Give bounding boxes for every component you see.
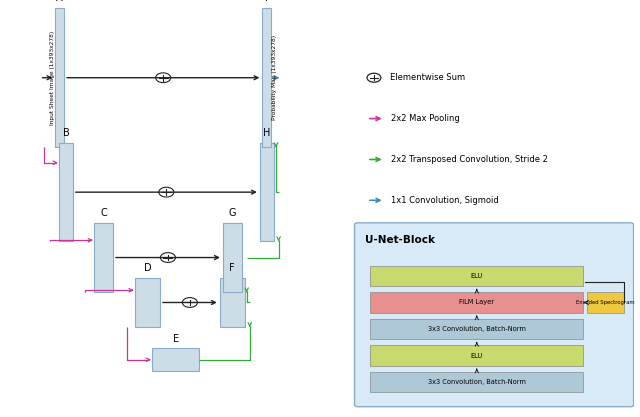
Text: I: I	[265, 0, 268, 3]
Text: E: E	[173, 334, 179, 344]
Text: 3x3 Convolution, Batch-Norm: 3x3 Convolution, Batch-Norm	[428, 326, 525, 332]
Bar	[223, 223, 242, 292]
Text: Encoded Spectrogram: Encoded Spectrogram	[577, 300, 635, 305]
Text: 1x1 Convolution, Sigmoid: 1x1 Convolution, Sigmoid	[391, 196, 499, 205]
Text: F: F	[229, 263, 235, 273]
Text: 2x2 Transposed Convolution, Stride 2: 2x2 Transposed Convolution, Stride 2	[391, 155, 548, 164]
Text: ELU: ELU	[470, 273, 483, 279]
Text: Input Sheet Image (1x393x278): Input Sheet Image (1x393x278)	[50, 30, 54, 125]
Bar	[55, 8, 64, 147]
Text: B: B	[63, 128, 69, 138]
Bar	[370, 319, 584, 339]
Text: ELU: ELU	[470, 353, 483, 359]
Bar	[370, 292, 584, 313]
Bar	[587, 292, 624, 313]
Text: A: A	[56, 0, 63, 3]
Text: H: H	[263, 128, 270, 138]
Bar	[262, 8, 271, 147]
Bar	[59, 143, 73, 241]
Text: FiLM Layer: FiLM Layer	[460, 299, 494, 306]
Text: D: D	[144, 263, 151, 273]
Text: C: C	[100, 208, 107, 218]
Bar	[370, 345, 584, 366]
Bar	[94, 223, 113, 292]
Text: Probability Map (1x393x278): Probability Map (1x393x278)	[272, 35, 276, 120]
Bar	[135, 278, 160, 327]
Bar	[370, 266, 584, 286]
Bar	[220, 278, 244, 327]
Bar	[260, 143, 273, 241]
Bar	[152, 349, 199, 371]
Text: Elementwise Sum: Elementwise Sum	[390, 73, 465, 82]
Text: 3x3 Convolution, Batch-Norm: 3x3 Convolution, Batch-Norm	[428, 379, 525, 385]
Bar	[370, 372, 584, 392]
Text: 2x2 Max Pooling: 2x2 Max Pooling	[391, 114, 460, 123]
Text: U-Net-Block: U-Net-Block	[365, 235, 435, 245]
Text: G: G	[228, 208, 236, 218]
FancyBboxPatch shape	[355, 223, 634, 407]
